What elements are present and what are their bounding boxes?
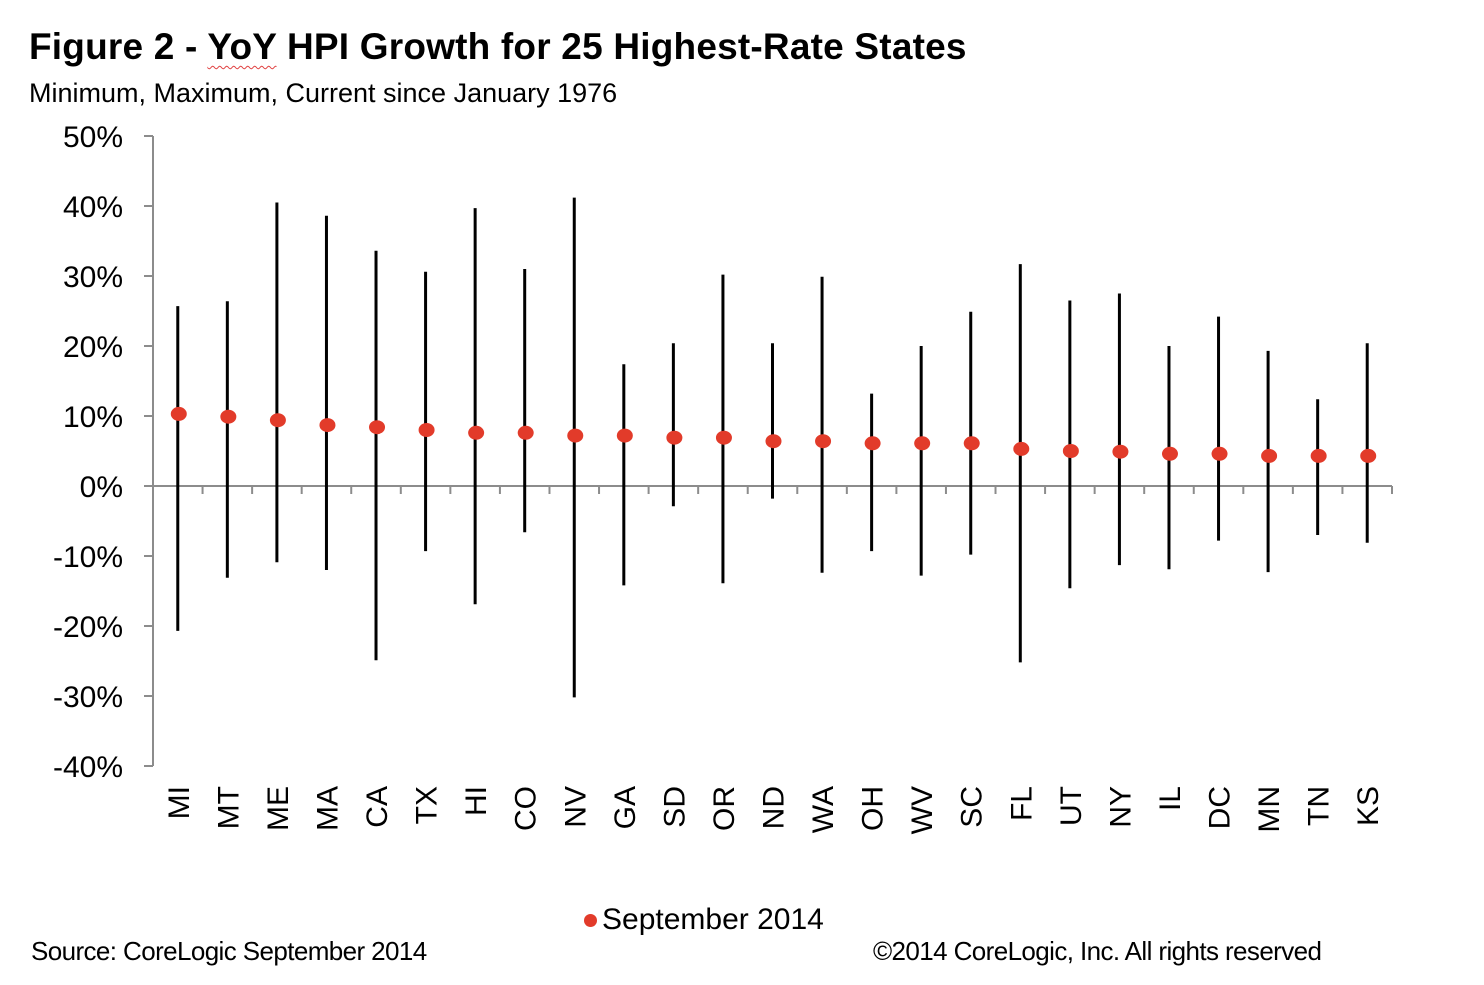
current-marker-mt: [220, 409, 237, 424]
y-tick-label: -20%: [53, 611, 123, 644]
current-marker-nv: [567, 428, 584, 443]
y-tick-label: 40%: [63, 191, 123, 224]
x-tick-label-fl: FL: [1005, 786, 1038, 821]
x-axis: [144, 485, 1393, 494]
current-marker-dc: [1211, 446, 1228, 461]
title-prefix: Figure 2 -: [29, 26, 208, 67]
x-tick-label-ca: CA: [361, 786, 394, 828]
x-tick-label-oh: OH: [857, 786, 890, 831]
x-tick-label-sc: SC: [956, 786, 989, 828]
current-marker-tn: [1310, 448, 1327, 463]
x-tick-label-mi: MI: [163, 786, 196, 819]
y-tick-label: -40%: [53, 751, 123, 784]
chart-subtitle: Minimum, Maximum, Current since January …: [29, 78, 618, 108]
x-tick-label-wv: WV: [906, 786, 939, 834]
title-suffix: HPI Growth for 25 Highest-Rate States: [276, 26, 967, 67]
current-marker-sd: [666, 430, 683, 445]
current-marker-me: [269, 413, 286, 428]
x-tick-label-nd: ND: [758, 786, 791, 829]
chart-title: Figure 2 - YoY HPI Growth for 25 Highest…: [29, 26, 967, 68]
x-tick-label-or: OR: [708, 786, 741, 831]
x-tick-label-wa: WA: [807, 786, 840, 833]
x-tick-label-sd: SD: [658, 786, 691, 828]
x-tick-label-dc: DC: [1204, 786, 1237, 829]
x-tick-label-mt: MT: [212, 786, 245, 829]
current-marker-hi: [468, 425, 485, 440]
x-tick-labels: MI MT ME MA CA TX HI CO NV GA SD OR ND WA OH WV SC FL UT NY…: [163, 786, 1385, 834]
range-lines: [176, 197, 1369, 698]
current-marker-fl: [1013, 441, 1030, 456]
copyright-note: ©2014 CoreLogic, Inc. All rights reserve…: [873, 936, 1322, 966]
title-spellcheck-word: YoY: [207, 26, 277, 67]
current-marker-ma: [319, 418, 336, 433]
x-tick-label-co: CO: [510, 786, 543, 831]
y-tick-label: -10%: [53, 541, 123, 574]
x-tick-label-me: ME: [262, 786, 295, 831]
current-marker-tx: [418, 423, 435, 437]
current-marker-wa: [815, 434, 832, 449]
current-marker-mn: [1261, 448, 1278, 463]
y-tick-label: 30%: [63, 261, 123, 294]
current-marker-sc: [963, 436, 980, 451]
y-tick-label: 20%: [63, 331, 123, 364]
y-axis: 50% 40% 30% 20% 10% 0% -10% -20% -30% -40%: [53, 121, 154, 784]
current-marker-ks: [1360, 448, 1377, 463]
current-marker-mi: [170, 406, 187, 421]
x-tick-label-mn: MN: [1253, 786, 1286, 833]
y-tick-label: 50%: [63, 121, 123, 154]
current-marker-ut: [1062, 444, 1079, 458]
current-marker-il: [1161, 446, 1178, 461]
current-marker-oh: [864, 436, 881, 451]
legend: September 2014: [584, 903, 824, 937]
y-tick-label: -30%: [53, 681, 123, 714]
current-marker-wv: [914, 436, 931, 451]
current-marker-ga: [616, 428, 633, 443]
source-note: Source: CoreLogic September 2014: [31, 936, 427, 966]
x-tick-label-nv: NV: [559, 786, 592, 828]
y-tick-label: 0%: [80, 471, 123, 504]
current-marker-nd: [765, 434, 782, 449]
x-tick-label-ks: KS: [1352, 786, 1385, 826]
x-tick-label-ut: UT: [1055, 786, 1088, 826]
current-marker-ca: [369, 420, 386, 435]
x-tick-label-il: IL: [1154, 786, 1187, 811]
x-tick-label-ma: MA: [311, 786, 344, 831]
y-tick-label: 10%: [63, 401, 123, 434]
current-marker-or: [715, 430, 732, 445]
x-tick-label-tx: TX: [411, 786, 444, 824]
legend-marker-icon: [584, 913, 597, 927]
x-tick-label-hi: HI: [460, 786, 493, 816]
current-marker-co: [517, 425, 534, 440]
current-marker-ny: [1112, 444, 1129, 459]
x-tick-label-tn: TN: [1303, 786, 1336, 826]
current-markers: [170, 406, 1377, 463]
legend-label: September 2014: [602, 903, 824, 936]
x-tick-label-ga: GA: [609, 786, 642, 829]
x-tick-label-ny: NY: [1104, 786, 1137, 828]
